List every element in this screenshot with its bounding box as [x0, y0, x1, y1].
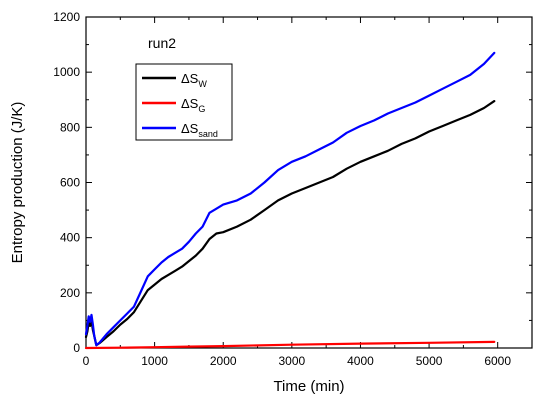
x-tick-label: 3000: [278, 354, 305, 368]
series-layer: [84, 51, 496, 350]
x-tick-label: 1000: [141, 354, 168, 368]
legend-label: ΔSG: [181, 96, 205, 114]
series-line-g: [84, 340, 496, 350]
legend: ΔSW ΔSG ΔSsand: [135, 63, 233, 141]
x-tick-label: 0: [83, 354, 90, 368]
y-tick-label: 0: [73, 341, 80, 355]
series-line-sand: [84, 51, 496, 347]
y-tick-label: 1200: [53, 10, 80, 24]
x-axis-title: Time (min): [273, 378, 344, 395]
y-axis-title: Entropy production (J/K): [9, 102, 26, 264]
x-tick-label: 4000: [347, 354, 374, 368]
x-tick-label: 2000: [210, 354, 237, 368]
legend-label: ΔSW: [181, 71, 207, 89]
y-axis: 0 200 400 600 800 1000 1200: [53, 10, 532, 355]
legend-label: ΔSsand: [181, 121, 218, 139]
x-axis: 0 1000 2000 3000 4000 5000 6000: [83, 17, 511, 368]
y-tick-label: 800: [60, 120, 80, 134]
run-annotation: run2: [148, 35, 176, 51]
y-tick-label: 1000: [53, 65, 80, 79]
y-tick-label: 600: [60, 176, 80, 190]
y-tick-label: 400: [60, 231, 80, 245]
x-tick-label: 6000: [484, 354, 511, 368]
x-tick-label: 5000: [416, 354, 443, 368]
y-tick-label: 200: [60, 286, 80, 300]
